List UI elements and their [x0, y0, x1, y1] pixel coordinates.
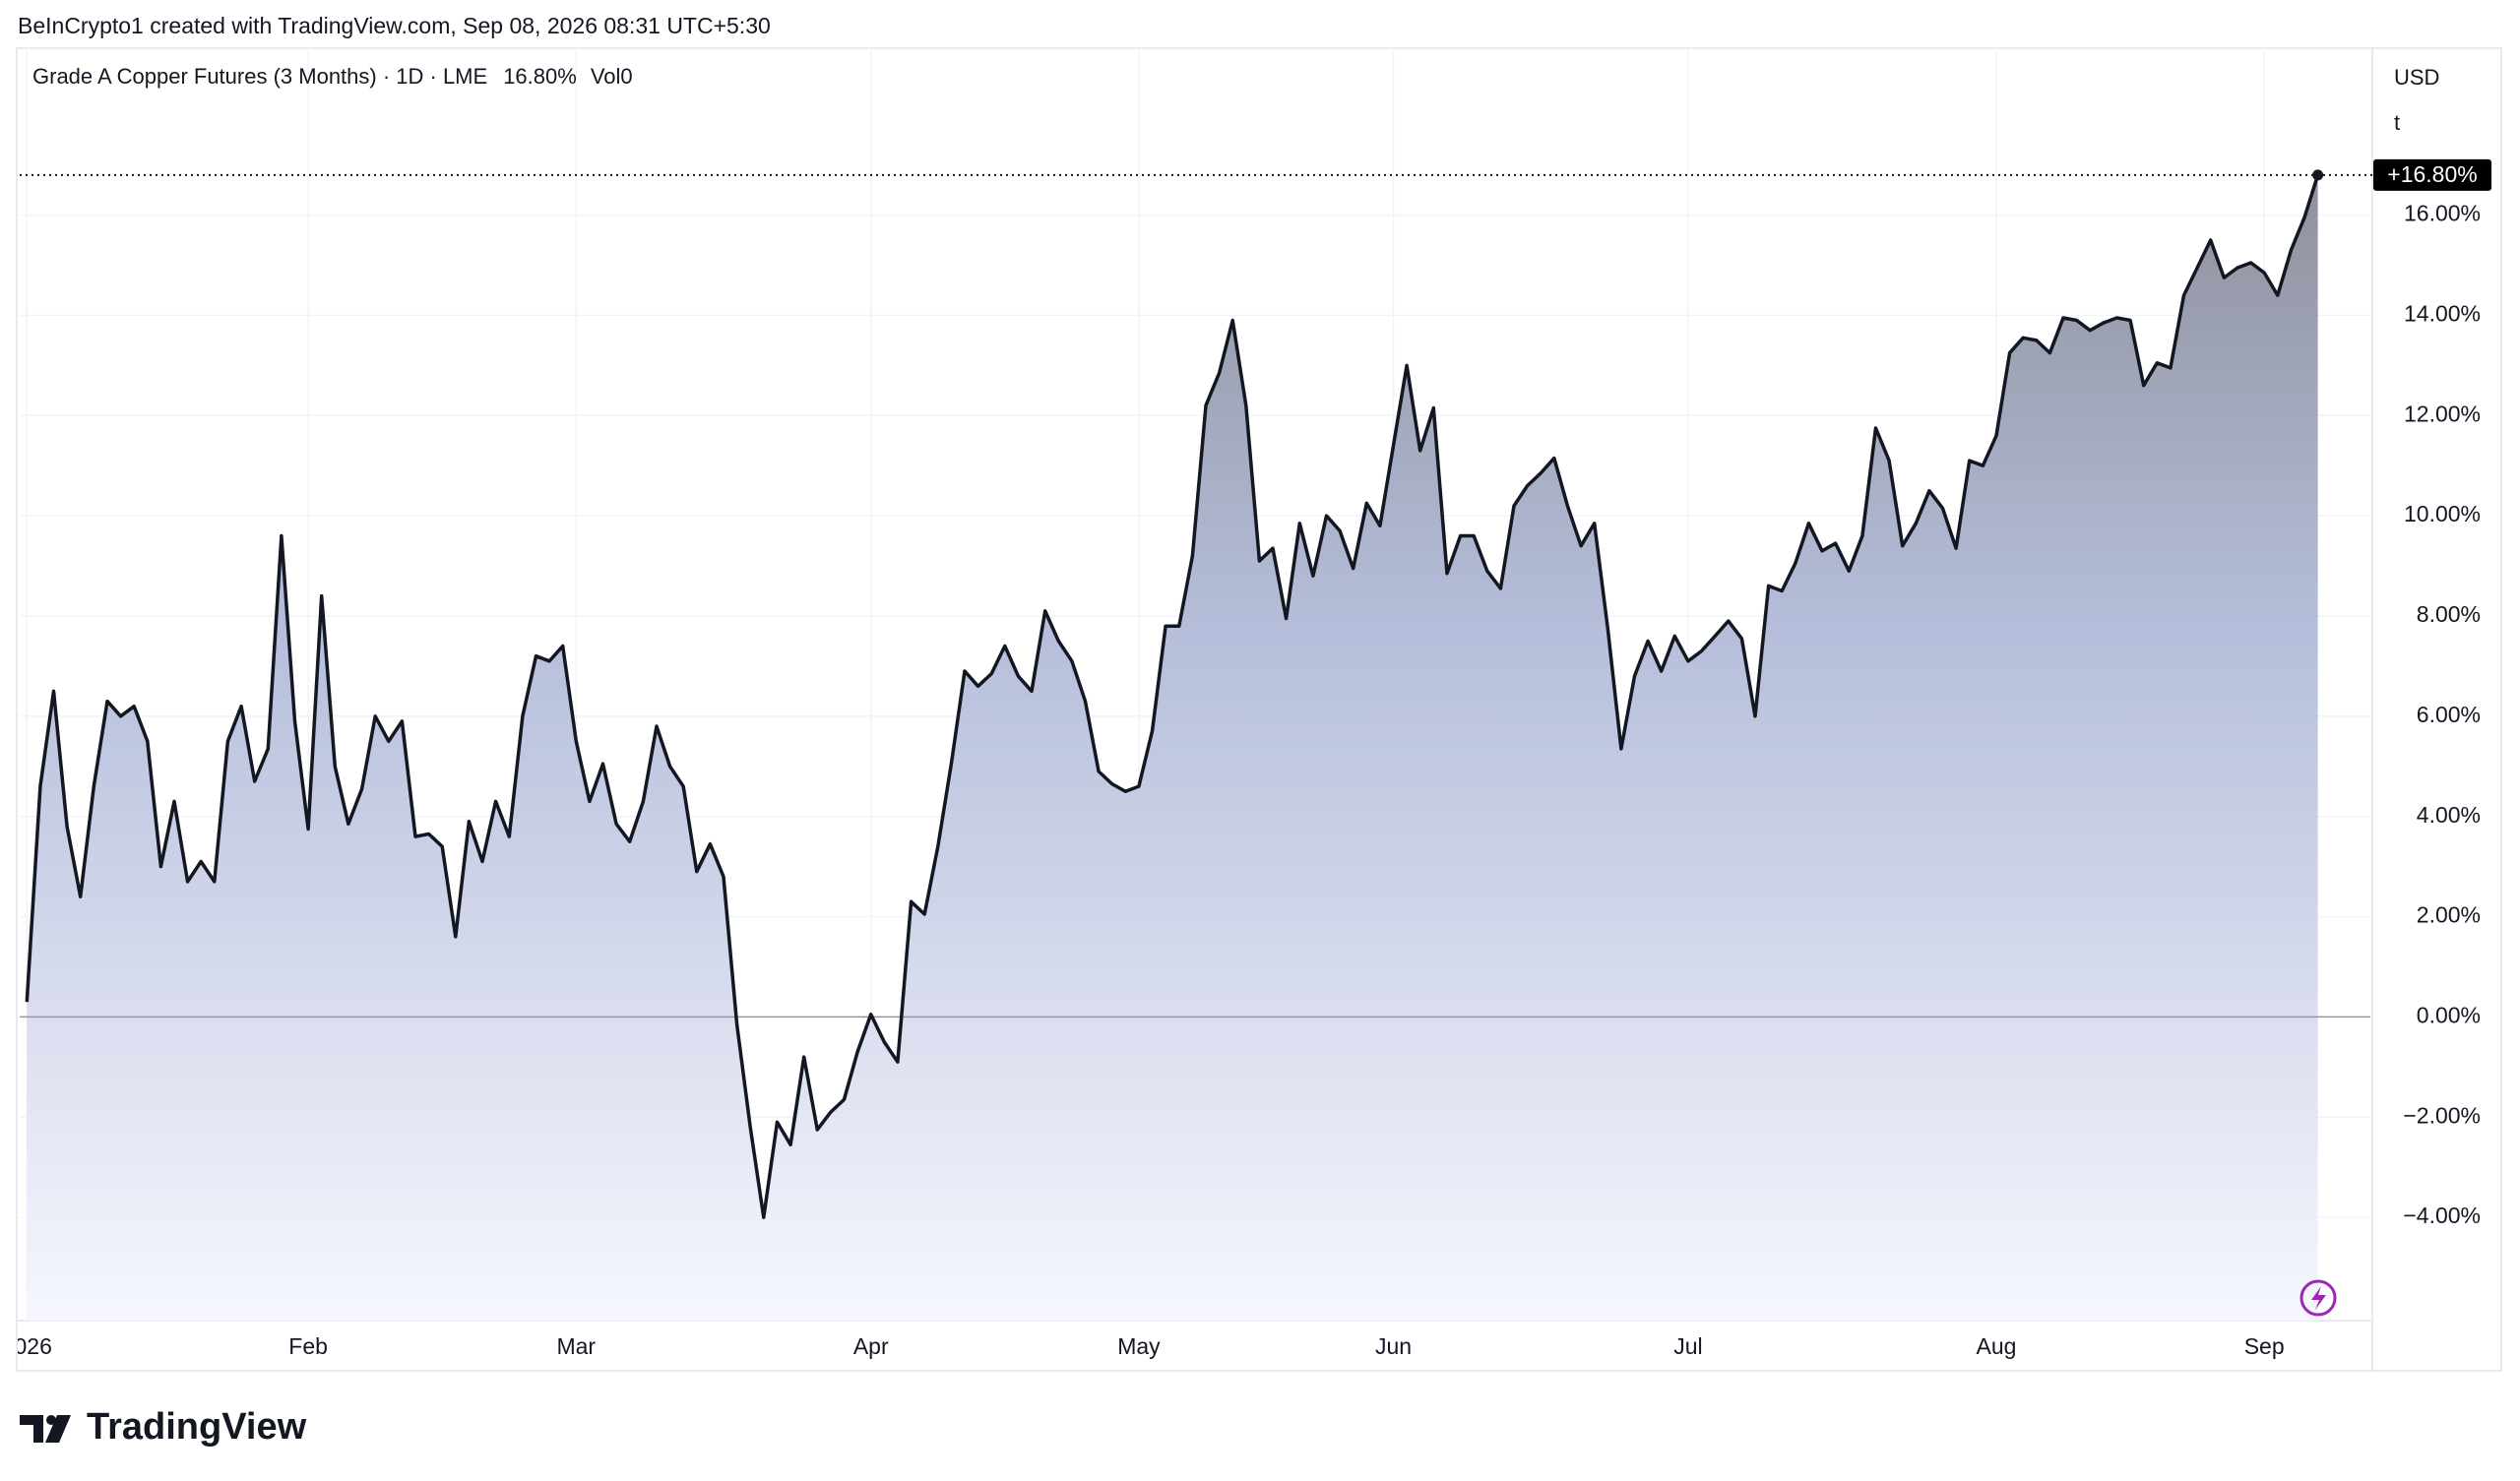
- y-tick-label: 12.00%: [2404, 401, 2481, 426]
- chart-frame: [16, 47, 2502, 1372]
- x-tick-label: Jun: [1375, 1333, 1412, 1359]
- y-tick-label: 4.00%: [2417, 802, 2481, 828]
- x-tick-label: Mar: [556, 1333, 596, 1359]
- last-value-box: [2373, 158, 2491, 191]
- x-tick-label: Apr: [853, 1333, 889, 1359]
- lightning-icon: [2300, 1279, 2337, 1317]
- last-point: [2312, 169, 2324, 181]
- x-tick-label: Jul: [1673, 1333, 1702, 1359]
- x-tick-label: Sep: [2244, 1333, 2285, 1359]
- unit: t: [2394, 110, 2400, 135]
- x-tick-label: Aug: [1977, 1333, 2017, 1359]
- legend-symbol: Grade A Copper Futures (3 Months) · 1D ·…: [32, 64, 487, 89]
- axes: −4.00% −2.00% 0.00% 2.00% 4.00% 6.00% 8.00% 10.…: [2, 201, 2481, 1359]
- area-fill: [27, 174, 2318, 1321]
- currency: USD: [2394, 65, 2439, 90]
- legend-volume: Vol0: [591, 64, 633, 89]
- x-tick-label: May: [1117, 1333, 1161, 1359]
- x-tick-label: 2026: [2, 1333, 52, 1359]
- y-tick-label: 10.00%: [2404, 501, 2481, 526]
- y-tick-label: 2.00%: [2417, 902, 2481, 928]
- y-tick-label: 6.00%: [2417, 702, 2481, 727]
- y-tick-label: 16.00%: [2404, 201, 2481, 226]
- y-tick-label: 8.00%: [2417, 601, 2481, 627]
- y-tick-label: −2.00%: [2403, 1102, 2481, 1128]
- last-value-label: +16.80%: [2387, 161, 2477, 187]
- y-tick-label: −4.00%: [2403, 1203, 2481, 1228]
- brand-name: TradingView: [87, 1406, 307, 1448]
- x-tick-label: Feb: [288, 1333, 328, 1359]
- time-axis: 2026 Feb Mar Apr May Jun Jul Aug Sep: [2, 1333, 2285, 1359]
- y-tick-label: 14.00%: [2404, 301, 2481, 327]
- credit: BeInCrypto1 created with TradingView.com…: [18, 13, 771, 38]
- brand-logo: [20, 1415, 71, 1443]
- area-line: [25, 174, 2320, 1219]
- y-tick-label: 0.00%: [2417, 1002, 2481, 1027]
- series: [20, 174, 2370, 1321]
- legend-change: 16.80%: [503, 64, 577, 89]
